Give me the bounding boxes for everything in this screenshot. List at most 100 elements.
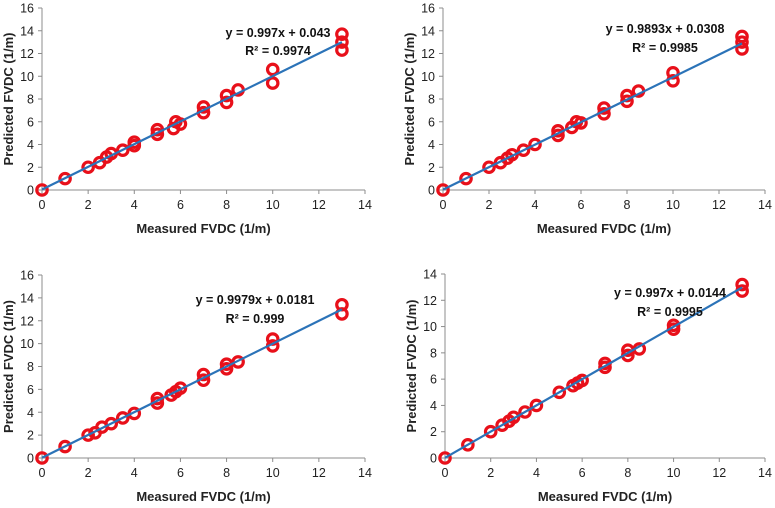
r-squared-label: R² = 0.9985 (632, 41, 698, 55)
data-point (528, 137, 542, 152)
r-squared-label: R² = 0.9995 (637, 305, 703, 319)
y-tick-label: 8 (27, 93, 34, 107)
y-tick-label: 16 (20, 269, 34, 283)
scatter-chart: 0 2 4 6 8 10 12 14 16 0 2 4 6 8 10 12 14 Measured FVDC (1… (402, 2, 772, 237)
data-point (574, 116, 588, 130)
y-tick-label: 6 (430, 373, 437, 387)
trendline (442, 42, 743, 191)
x-tick-label: 10 (666, 198, 680, 212)
x-tick-label: 6 (177, 198, 184, 212)
x-tick-label: 0 (440, 198, 447, 212)
y-tick-label: 4 (27, 406, 34, 420)
y-tick-label: 10 (20, 70, 34, 84)
y-tick-label: 0 (430, 452, 437, 466)
x-tick-label: 10 (667, 466, 681, 480)
x-tick-label: 14 (358, 198, 372, 212)
x-axis-title: Measured FVDC (1/m) (538, 489, 672, 504)
data-point (505, 147, 519, 162)
y-tick-label: 8 (428, 93, 435, 107)
x-tick-label: 2 (486, 198, 493, 212)
x-tick-label: 0 (39, 198, 46, 212)
x-tick-label: 8 (624, 466, 631, 480)
x-tick-label: 6 (177, 466, 184, 480)
x-tick-label: 2 (487, 466, 494, 480)
y-tick-label: 6 (27, 115, 34, 129)
data-point (58, 171, 72, 186)
data-point (81, 160, 95, 175)
data-point (735, 35, 749, 49)
data-point (335, 297, 349, 312)
y-tick-label: 10 (421, 70, 435, 84)
x-axis-title: Measured FVDC (1/m) (136, 221, 270, 236)
x-tick-label: 14 (758, 466, 772, 480)
data-point (436, 183, 450, 197)
y-tick-label: 4 (430, 399, 437, 413)
data-point (529, 398, 544, 413)
x-tick-label: 4 (131, 198, 138, 212)
x-tick-label: 8 (223, 198, 230, 212)
data-point (516, 143, 531, 157)
trend-equation: y = 0.997x + 0.0144 (614, 286, 726, 300)
x-tick-label: 2 (85, 198, 92, 212)
data-point (735, 277, 749, 292)
data-point (518, 405, 532, 419)
x-tick-label: 12 (312, 466, 326, 480)
trend-equation: y = 0.997x + 0.043 (226, 26, 331, 40)
x-tick-label: 0 (39, 466, 46, 480)
data-point (58, 439, 72, 454)
scatter-panel-bottom-right: 0 2 4 6 8 10 12 14 0 2 4 6 8 10 12 14 Measured FVDC (1/m… (395, 258, 775, 508)
scatter-chart: 0 2 4 6 8 10 12 14 0 2 4 6 8 10 12 14 Measured FVDC (1/m… (404, 268, 772, 505)
x-tick-label: 4 (131, 466, 138, 480)
y-tick-label: 12 (423, 294, 437, 308)
data-point (666, 318, 681, 333)
y-tick-label: 6 (428, 115, 435, 129)
y-tick-label: 14 (423, 268, 437, 282)
trend-equation: y = 0.9979x + 0.0181 (196, 293, 315, 307)
x-tick-label: 2 (85, 466, 92, 480)
data-point (173, 381, 188, 396)
scatter-panel-top-left: 0 2 4 6 8 10 12 14 16 0 2 4 6 8 10 12 14 Measured FVDC (1… (0, 0, 380, 250)
y-tick-label: 0 (27, 452, 34, 466)
scatter-chart: 0 2 4 6 8 10 12 14 16 0 2 4 6 8 10 12 14 Measured FVDC (1… (1, 269, 372, 505)
x-tick-label: 14 (358, 466, 372, 480)
y-tick-label: 8 (27, 360, 34, 374)
y-tick-label: 4 (27, 138, 34, 152)
y-tick-label: 14 (20, 24, 34, 38)
x-tick-label: 12 (712, 466, 726, 480)
data-point (335, 35, 349, 49)
data-point (115, 143, 130, 157)
data-point (438, 451, 452, 465)
x-axis-title: Measured FVDC (1/m) (136, 489, 270, 504)
x-tick-label: 12 (712, 198, 726, 212)
y-tick-label: 10 (423, 320, 437, 334)
data-point (506, 410, 521, 425)
data-point (127, 406, 142, 421)
y-axis-title: Predicted FVDC (1/m) (1, 300, 16, 433)
x-tick-label: 0 (442, 466, 449, 480)
y-tick-label: 12 (20, 314, 34, 328)
y-tick-label: 16 (20, 2, 34, 16)
data-point (483, 424, 498, 439)
y-tick-label: 12 (421, 47, 435, 61)
y-tick-label: 2 (428, 161, 435, 175)
y-axis-title: Predicted FVDC (1/m) (402, 33, 417, 166)
data-point (735, 29, 749, 44)
trendline (444, 286, 743, 459)
data-point (459, 171, 473, 186)
x-tick-label: 8 (624, 198, 631, 212)
y-tick-label: 2 (27, 161, 34, 175)
data-point (482, 160, 496, 175)
y-tick-label: 2 (430, 425, 437, 439)
data-point (35, 183, 49, 197)
x-axis-title: Measured FVDC (1/m) (537, 221, 671, 236)
x-tick-label: 6 (579, 466, 586, 480)
data-point (265, 62, 280, 77)
data-point (552, 385, 567, 400)
data-point (461, 438, 475, 452)
y-tick-label: 0 (428, 184, 435, 198)
y-tick-label: 14 (421, 24, 435, 38)
data-point (81, 428, 95, 442)
data-point (231, 355, 245, 369)
data-point (35, 451, 49, 465)
scatter-panel-top-right: 0 2 4 6 8 10 12 14 16 0 2 4 6 8 10 12 14 Measured FVDC (1… (395, 0, 775, 250)
